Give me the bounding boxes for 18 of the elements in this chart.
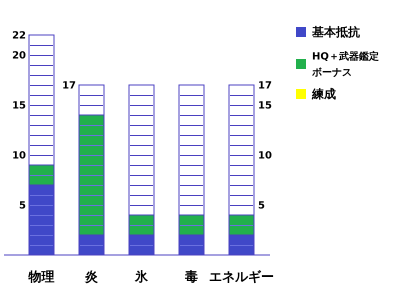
legend-label: 基本抵抗 bbox=[311, 25, 360, 40]
y2-tick-label: 5 bbox=[258, 200, 265, 212]
y2-tick-label: 10 bbox=[258, 150, 272, 162]
legend-label: HQ＋武器鑑定ボーナス bbox=[311, 50, 379, 78]
x-tick-label: エネルギー bbox=[209, 270, 274, 285]
x-tick-label: 炎 bbox=[84, 270, 98, 285]
annotation: 17 bbox=[62, 80, 76, 92]
y-tick-label: 20 bbox=[12, 50, 26, 62]
legend-label: 練成 bbox=[311, 87, 336, 102]
y-tick-label: 5 bbox=[19, 200, 26, 212]
y-tick-label: 15 bbox=[12, 100, 26, 112]
x-tick-label: 毒 bbox=[184, 270, 198, 285]
y-tick-label: 22 bbox=[12, 30, 26, 42]
x-tick-label: 物理 bbox=[28, 270, 54, 285]
y2-tick-label: 17 bbox=[258, 80, 272, 92]
x-tick-label: 氷 bbox=[134, 270, 149, 285]
y-tick-label: 10 bbox=[12, 150, 26, 162]
y2-tick-label: 15 bbox=[258, 100, 272, 112]
